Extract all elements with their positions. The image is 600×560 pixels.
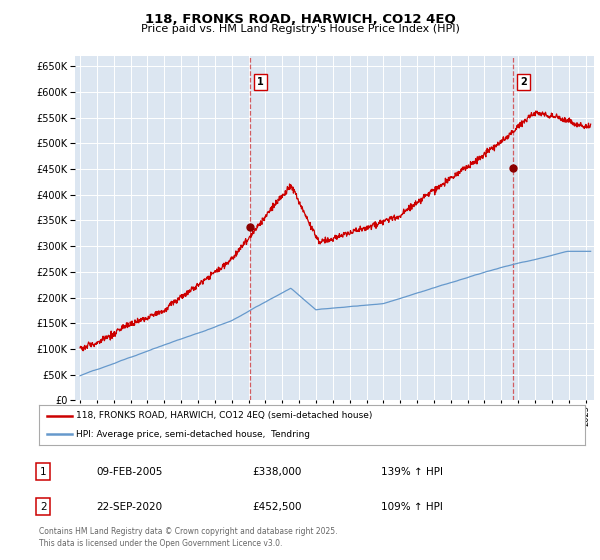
- Text: Contains HM Land Registry data © Crown copyright and database right 2025.
This d: Contains HM Land Registry data © Crown c…: [39, 527, 337, 548]
- Text: 2: 2: [520, 77, 527, 87]
- Text: 22-SEP-2020: 22-SEP-2020: [96, 502, 162, 512]
- Text: 118, FRONKS ROAD, HARWICH, CO12 4EQ (semi-detached house): 118, FRONKS ROAD, HARWICH, CO12 4EQ (sem…: [76, 411, 373, 420]
- Text: Price paid vs. HM Land Registry's House Price Index (HPI): Price paid vs. HM Land Registry's House …: [140, 24, 460, 34]
- Text: 1: 1: [257, 77, 264, 87]
- Text: £452,500: £452,500: [252, 502, 302, 512]
- Text: 2: 2: [40, 502, 47, 512]
- Text: 118, FRONKS ROAD, HARWICH, CO12 4EQ: 118, FRONKS ROAD, HARWICH, CO12 4EQ: [145, 12, 455, 26]
- Text: HPI: Average price, semi-detached house,  Tendring: HPI: Average price, semi-detached house,…: [76, 430, 310, 439]
- Text: 1: 1: [40, 466, 47, 477]
- Text: 139% ↑ HPI: 139% ↑ HPI: [381, 466, 443, 477]
- Text: 109% ↑ HPI: 109% ↑ HPI: [381, 502, 443, 512]
- Text: 09-FEB-2005: 09-FEB-2005: [96, 466, 163, 477]
- Text: £338,000: £338,000: [252, 466, 301, 477]
